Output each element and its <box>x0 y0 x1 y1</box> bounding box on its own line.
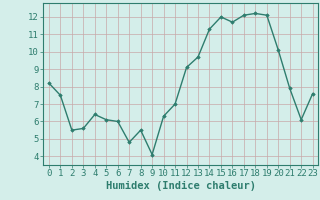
X-axis label: Humidex (Indice chaleur): Humidex (Indice chaleur) <box>106 181 256 191</box>
